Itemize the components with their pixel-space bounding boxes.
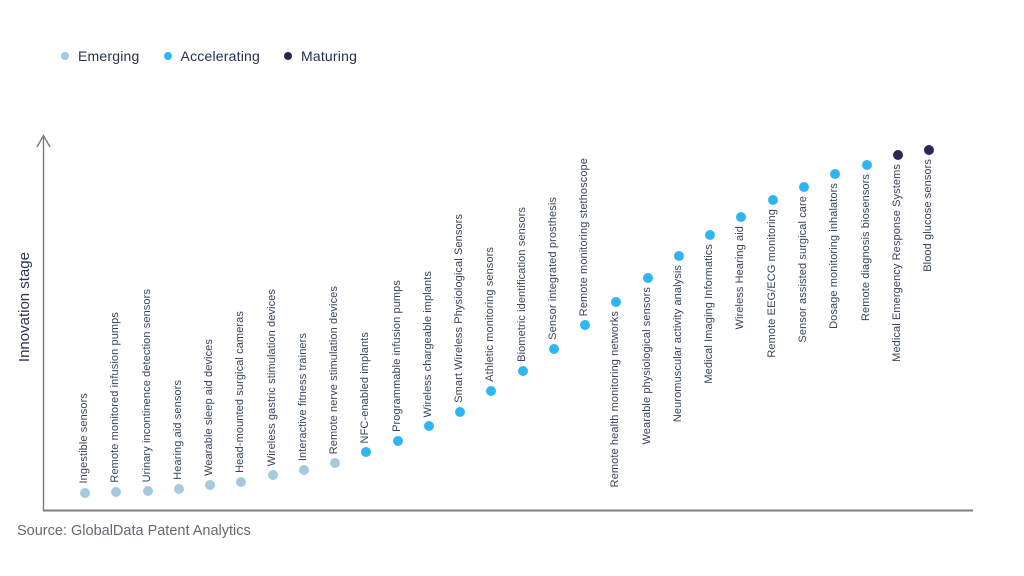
data-point-dot (673, 250, 684, 261)
data-point-dot (892, 150, 903, 160)
data-point-dot (767, 195, 778, 205)
y-axis-arrow-icon (36, 134, 51, 148)
data-point-label: Wireless chargeable implants (421, 270, 434, 418)
data-point-label: Sensor assisted surgical care (796, 195, 809, 343)
data-point-dot (798, 181, 809, 192)
data-point-dot (423, 421, 434, 432)
data-point-label: Blood glucose sensors (922, 159, 935, 272)
data-point-label: Wireless gastric stimulation devices (265, 288, 278, 466)
data-point-dot (205, 480, 216, 490)
data-point-label: NFC-enabled implants (359, 331, 372, 443)
data-point-label: Neuromuscular activity analysis (671, 264, 684, 423)
y-axis-title: Innovation stage (16, 252, 33, 363)
data-point-label: Remote health monitoring networks (609, 311, 622, 488)
source-note: Source: GlobalData Patent Analytics (17, 523, 251, 539)
data-point-label: Biometric identification sensors (515, 207, 528, 362)
data-point-dot (486, 385, 497, 396)
data-point-label: Programmable infusion pumps (390, 280, 403, 433)
data-point-label: Remote monitoring stethoscope (578, 157, 591, 316)
data-point-dot (455, 406, 466, 417)
data-point-dot (736, 211, 747, 222)
data-point-label: Interactive fitness trainers (296, 332, 309, 461)
data-point-label: Sensor integrated prosthesis (546, 197, 559, 340)
legend-dot-icon (61, 52, 69, 60)
legend-label: Accelerating (180, 48, 260, 64)
data-point-dot (267, 469, 278, 480)
data-point-label: Athletic monitoring sensors (484, 247, 497, 382)
data-point-dot (236, 477, 247, 487)
legend-dot-icon (163, 52, 172, 60)
legend-item-accelerating: Accelerating (163, 48, 260, 64)
data-point-label: Remote monitored infusion pumps (109, 312, 122, 484)
data-point-label: Wearable sleep aid devices (203, 339, 216, 476)
data-point-dot (392, 436, 403, 447)
data-point-dot (548, 343, 559, 354)
data-point-dot (517, 366, 528, 376)
data-point-dot (173, 484, 184, 495)
data-point-dot (111, 487, 122, 498)
data-point-label: Remote diagnosis biosensors (859, 174, 872, 322)
data-point-label: Smart Wireless Physiological Sensors (453, 214, 466, 403)
data-point-label: Remote EEG/ECG monitoring (765, 209, 778, 358)
legend: Emerging Accelerating Maturing (61, 48, 357, 64)
data-point-dot (142, 486, 153, 496)
data-point-label: Wearable physiological sensors (640, 287, 653, 445)
data-point-label: Wireless Hearing aid (734, 225, 747, 330)
data-point-dot (580, 319, 591, 330)
data-point-label: Dosage monitoring inhalators (828, 183, 841, 330)
data-point-dot (80, 487, 90, 498)
legend-label: Emerging (78, 48, 140, 64)
data-point-dot (861, 160, 872, 171)
legend-label: Maturing (300, 48, 358, 64)
legend-item-maturing: Maturing (283, 48, 358, 64)
data-point-dot (705, 229, 716, 240)
legend-dot-icon (283, 52, 292, 60)
data-point-dot (330, 457, 341, 468)
data-point-dot (830, 169, 841, 180)
data-point-dot (642, 273, 653, 283)
data-point-label: Ingestible sensors (78, 393, 90, 484)
data-point-label: Medical Imaging Informatics (703, 243, 716, 384)
data-point-label: Urinary incontinence detection sensors (140, 288, 153, 482)
data-point-dot (361, 447, 372, 457)
legend-item-emerging: Emerging (61, 48, 140, 64)
data-point-dot (924, 145, 935, 156)
data-point-label: Head-mounted surgical cameras (234, 311, 247, 473)
data-point-label: Remote nerve stimulation devices (328, 285, 341, 454)
data-point-dot (298, 465, 309, 475)
data-point-dot (611, 297, 622, 307)
data-point-label: Medical Emergency Response Systems (890, 164, 903, 362)
data-point-label: Hearing aid sensors (171, 380, 184, 481)
